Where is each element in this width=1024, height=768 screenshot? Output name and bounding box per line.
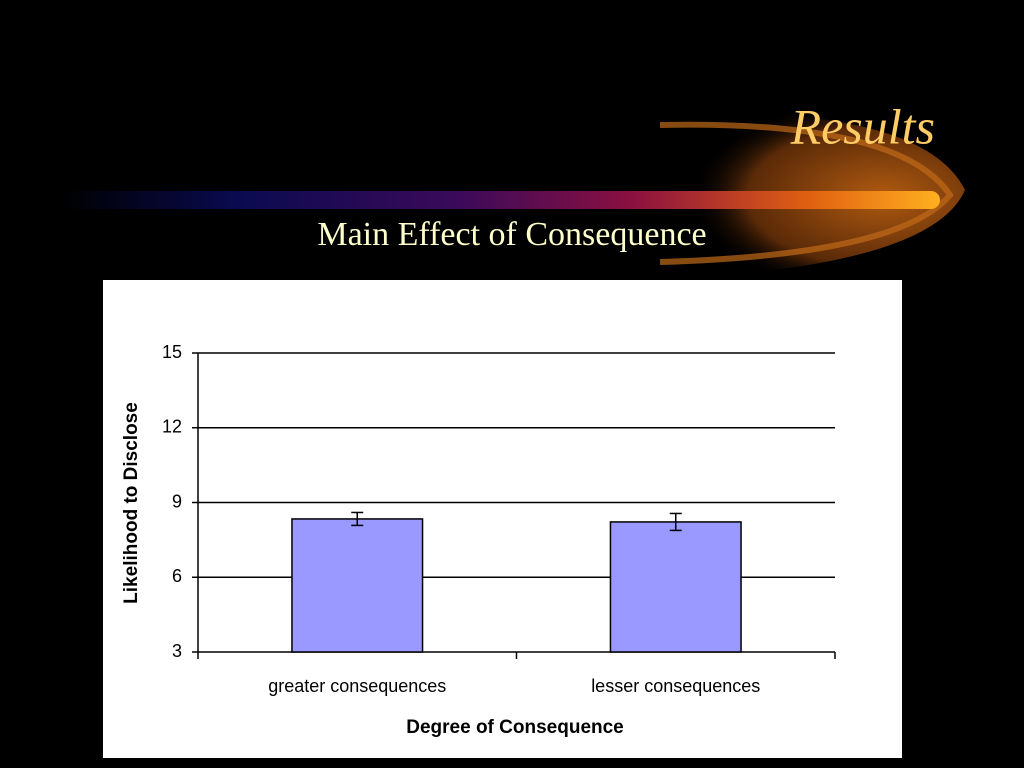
chart-area — [103, 280, 902, 758]
y-tick-label: 9 — [172, 491, 182, 511]
y-tick-label: 15 — [162, 342, 182, 362]
decoration-arc — [659, 121, 954, 265]
chart-title: Main Effect of Consequence — [317, 216, 706, 253]
x-tick-label: greater consequences — [268, 676, 446, 696]
bar — [291, 518, 424, 653]
slide-title: Results — [790, 98, 935, 154]
plot: 3 6 9 12 15 greater consequences lesser conseq… — [162, 342, 836, 696]
y-axis-label: Likelihood to Disclose — [121, 402, 142, 604]
y-tick-label: 3 — [172, 641, 182, 661]
decoration-beam — [60, 191, 940, 209]
x-axis-label: Degree of Consequence — [406, 717, 624, 738]
bar — [609, 521, 742, 653]
y-tick-label: 12 — [162, 417, 182, 437]
x-tick-label: lesser consequences — [591, 676, 760, 696]
y-tick-label: 6 — [172, 566, 182, 586]
